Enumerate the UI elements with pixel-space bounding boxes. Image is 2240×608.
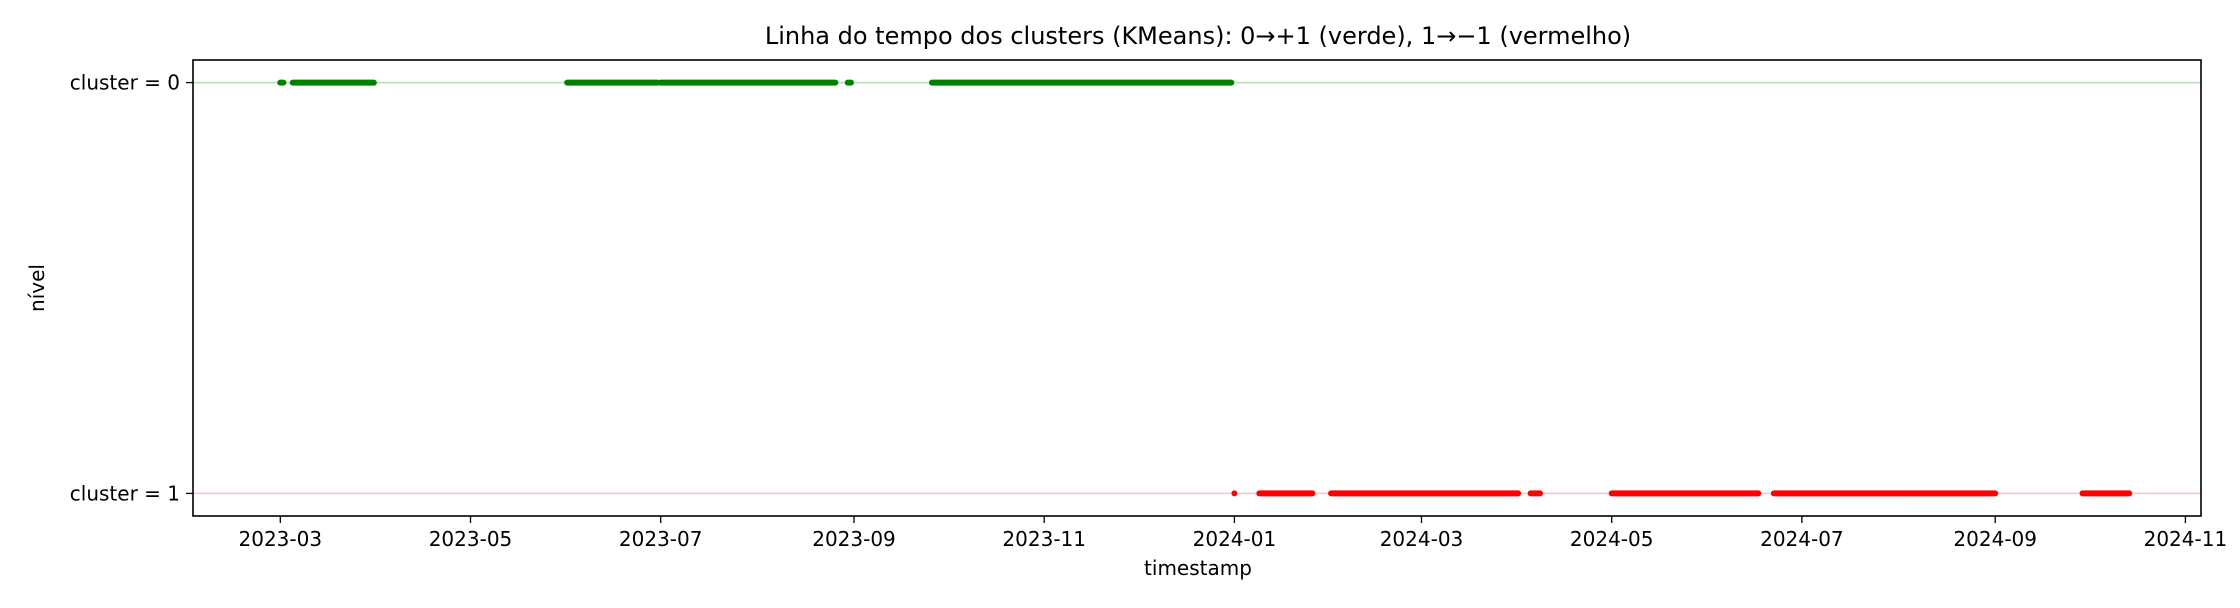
plot-area xyxy=(193,79,2201,497)
y-axis-label: nível xyxy=(25,264,49,312)
x-tick-label-1: 2023-05 xyxy=(429,527,513,551)
axes-frame xyxy=(192,59,2202,517)
y-axis-ticks: cluster = 0 cluster = 1 xyxy=(70,71,193,505)
x-tick-label-2: 2023-07 xyxy=(619,527,703,551)
x-axis-ticks: 2023-03 2023-05 2023-07 2023-09 2023-11 2024-… xyxy=(239,516,2228,551)
y-tick-label-0: cluster = 0 xyxy=(70,71,180,95)
x-tick-label-0: 2023-03 xyxy=(239,527,323,551)
x-tick-label-8: 2024-07 xyxy=(1760,527,1844,551)
x-tick-label-4: 2023-11 xyxy=(1002,527,1086,551)
x-tick-label-7: 2024-05 xyxy=(1570,527,1654,551)
x-tick-label-5: 2024-01 xyxy=(1193,527,1277,551)
x-axis-label: timestamp xyxy=(1144,556,1252,580)
x-tick-label-10: 2024-11 xyxy=(2144,527,2228,551)
y-tick-label-1: cluster = 1 xyxy=(70,481,180,505)
x-tick-label-3: 2023-09 xyxy=(812,527,896,551)
x-tick-label-9: 2024-09 xyxy=(1953,527,2037,551)
chart-title: Linha do tempo dos clusters (KMeans): 0→… xyxy=(765,22,1631,50)
x-tick-label-6: 2024-03 xyxy=(1380,527,1464,551)
